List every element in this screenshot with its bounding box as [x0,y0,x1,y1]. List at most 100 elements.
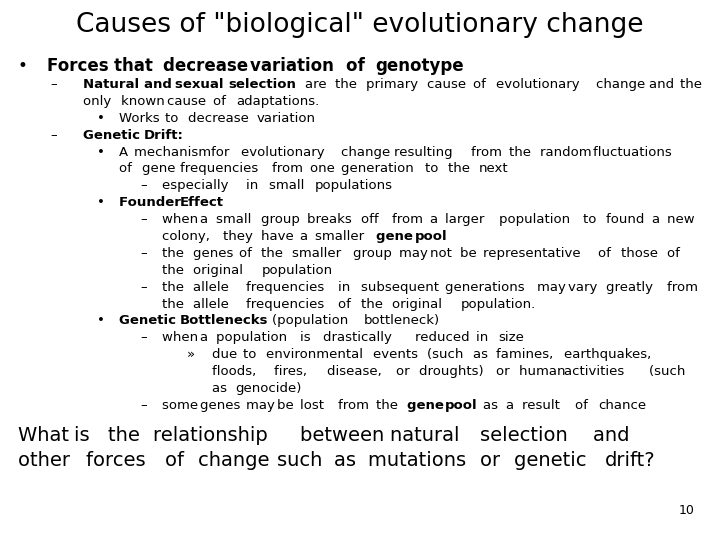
Text: frequencies: frequencies [246,298,329,310]
Text: events: events [373,348,423,361]
Text: relationship: relationship [153,426,274,444]
Text: •: • [97,196,105,210]
Text: floods,: floods, [212,365,261,378]
Text: a: a [430,213,442,226]
Text: population.: population. [461,298,536,310]
Text: when: when [162,332,202,345]
Text: the: the [162,264,188,277]
Text: have: have [261,230,299,243]
Text: selection: selection [480,426,575,444]
Text: subsequent: subsequent [361,281,444,294]
Text: genocide): genocide) [235,382,302,395]
Text: populations: populations [315,179,393,192]
Text: Bottlenecks: Bottlenecks [180,314,269,327]
Text: original: original [193,264,247,277]
Text: of: of [575,399,593,412]
Text: –: – [140,332,147,345]
Text: »: » [187,348,195,361]
Text: (such: (such [649,365,689,378]
Text: especially: especially [162,179,233,192]
Text: next: next [479,163,508,176]
Text: for: for [211,146,233,159]
Text: gene: gene [407,399,449,412]
Text: larger: larger [445,213,489,226]
Text: –: – [140,247,147,260]
Text: primary: primary [366,78,423,91]
Text: fires,: fires, [274,365,311,378]
Text: •: • [97,112,105,125]
Text: –: – [50,78,57,91]
Text: in: in [476,332,492,345]
Text: to: to [583,213,600,226]
Text: pool: pool [445,399,478,412]
Text: original: original [392,298,446,310]
Text: decrease: decrease [163,57,253,75]
Text: cause: cause [427,78,471,91]
Text: found: found [606,213,649,226]
Text: of: of [213,95,230,108]
Text: genetic: genetic [514,451,593,470]
Text: is: is [300,332,315,345]
Text: a: a [300,230,312,243]
Text: from: from [392,213,427,226]
Text: known: known [121,95,169,108]
Text: group: group [261,213,305,226]
Text: the: the [509,146,536,159]
Text: natural: natural [390,426,466,444]
Text: •: • [97,146,105,159]
Text: genotype: genotype [375,57,464,75]
Text: gene: gene [142,163,179,176]
Text: be: be [461,247,482,260]
Text: adaptations.: adaptations. [236,95,319,108]
Text: frequencies: frequencies [246,281,329,294]
Text: a: a [200,332,212,345]
Text: one: one [310,163,339,176]
Text: Drift:: Drift: [144,129,184,141]
Text: genes: genes [193,247,237,260]
Text: earthquakes,: earthquakes, [564,348,656,361]
Text: generations: generations [445,281,529,294]
Text: fluctuations: fluctuations [593,146,676,159]
Text: a: a [200,213,212,226]
Text: that: that [114,57,159,75]
Text: Forces: Forces [47,57,114,75]
Text: selection: selection [228,78,296,91]
Text: –: – [140,281,147,294]
Text: colony,: colony, [162,230,214,243]
Text: mutations: mutations [368,451,472,470]
Text: pool: pool [415,230,447,243]
Text: variation: variation [256,112,315,125]
Text: environmental: environmental [266,348,367,361]
Text: population: population [215,332,291,345]
Text: •: • [97,314,105,327]
Text: may: may [246,399,279,412]
Text: the: the [448,163,474,176]
Text: from: from [471,146,506,159]
Text: may: may [537,281,570,294]
Text: of: of [119,163,136,176]
Text: allele: allele [193,298,233,310]
Text: change: change [341,146,395,159]
Text: the: the [162,247,188,260]
Text: frequencies: frequencies [180,163,263,176]
Text: as: as [483,399,503,412]
Text: the: the [377,399,402,412]
Text: cause: cause [167,95,210,108]
Text: the: the [108,426,146,444]
Text: and: and [593,426,636,444]
Text: gene: gene [377,230,418,243]
Text: (population: (population [272,314,352,327]
Text: small: small [269,179,309,192]
Text: to: to [165,112,182,125]
Text: they: they [223,230,257,243]
Text: or: or [495,365,513,378]
Text: Genetic: Genetic [83,129,145,141]
Text: representative: representative [483,247,585,260]
Text: of: of [346,57,371,75]
Text: of: of [667,247,684,260]
Text: smaller: smaller [315,230,369,243]
Text: a: a [652,213,664,226]
Text: chance: chance [598,399,647,412]
Text: (such: (such [427,348,467,361]
Text: disease,: disease, [327,365,386,378]
